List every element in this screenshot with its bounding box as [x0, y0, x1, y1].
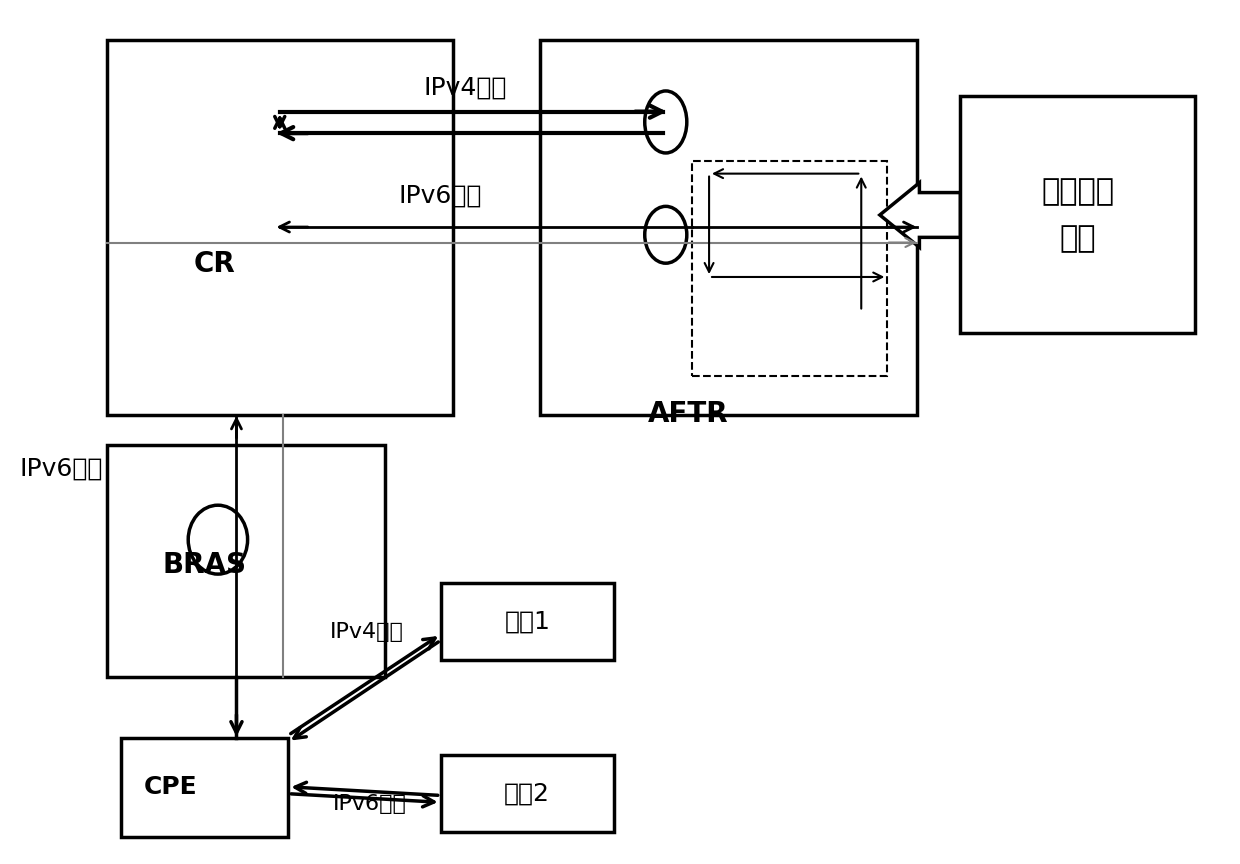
Text: CR: CR — [193, 250, 234, 278]
Text: CPE: CPE — [144, 775, 197, 799]
Bar — [692, 161, 888, 376]
Bar — [440, 755, 614, 833]
Text: 主机1: 主机1 — [505, 609, 551, 633]
Text: IPv4流量: IPv4流量 — [424, 75, 507, 99]
Text: 主机2: 主机2 — [505, 782, 551, 806]
Text: IPv6流量: IPv6流量 — [399, 183, 482, 207]
Bar — [107, 445, 384, 677]
Text: AFTR: AFTR — [647, 400, 728, 428]
Bar — [440, 582, 614, 660]
Text: 智能提速
平台: 智能提速 平台 — [1042, 177, 1115, 253]
Bar — [122, 738, 289, 836]
FancyArrow shape — [880, 182, 960, 247]
Bar — [107, 40, 453, 415]
Text: BRAS: BRAS — [162, 551, 247, 580]
Bar — [539, 40, 916, 415]
Bar — [960, 96, 1195, 333]
Text: IPv6流量: IPv6流量 — [334, 794, 407, 814]
Text: IPv4流量: IPv4流量 — [330, 622, 403, 642]
Text: IPv6流量: IPv6流量 — [19, 456, 103, 480]
